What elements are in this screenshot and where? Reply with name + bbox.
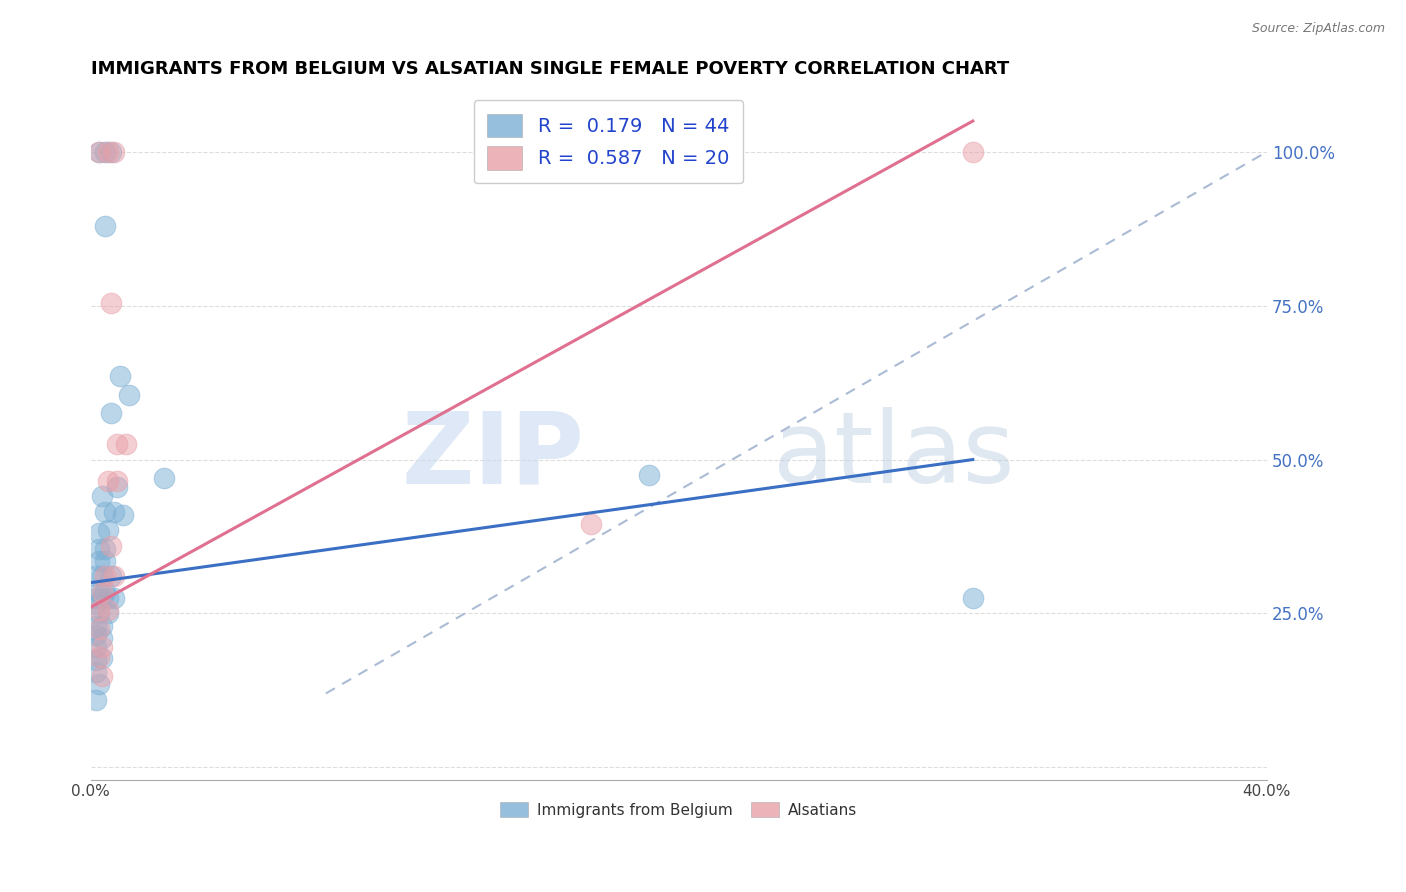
Point [91,618,114,632]
Point [89,607,111,621]
Point [100,539,122,553]
Point [153,471,176,485]
Point [89,145,111,159]
Point [94,569,117,583]
Text: ZIP: ZIP [402,407,585,504]
Point [86,618,108,632]
Point [86,628,108,642]
Point [100,295,122,310]
Point [94,145,117,159]
Point [91,650,114,665]
Point [86,665,108,679]
Point [103,145,125,159]
Point [94,541,117,556]
Point [86,591,108,605]
Point [91,631,114,645]
Point [97,603,120,617]
Point [89,526,111,541]
Point [97,474,120,488]
Point [91,585,114,599]
Point [962,591,984,605]
Point [89,622,111,636]
Point [103,591,125,605]
Text: IMMIGRANTS FROM BELGIUM VS ALSATIAN SINGLE FEMALE POVERTY CORRELATION CHART: IMMIGRANTS FROM BELGIUM VS ALSATIAN SING… [90,60,1010,78]
Point [100,145,122,159]
Point [100,569,122,583]
Text: atlas: atlas [773,407,1015,504]
Point [94,219,117,233]
Point [638,467,661,482]
Point [103,505,125,519]
Point [86,597,108,611]
Point [100,406,122,420]
Point [91,640,114,655]
Point [86,569,108,583]
Point [108,369,131,384]
Point [579,517,602,532]
Point [89,603,111,617]
Point [94,585,117,599]
Text: Source: ZipAtlas.com: Source: ZipAtlas.com [1251,22,1385,36]
Point [91,669,114,683]
Point [91,569,114,583]
Point [89,145,111,159]
Point [115,437,138,451]
Point [105,480,128,494]
Point [97,607,120,621]
Point [89,554,111,568]
Point [103,569,125,583]
Point [89,585,111,599]
Point [118,388,141,402]
Point [91,591,114,605]
Point [962,145,984,159]
Point [86,640,108,655]
Point [105,474,128,488]
Point [105,437,128,451]
Point [97,145,120,159]
Point [86,652,108,666]
Point [97,591,120,605]
Point [91,490,114,504]
Point [86,692,108,706]
Point [89,541,111,556]
Point [89,677,111,691]
Point [97,524,120,538]
Point [89,649,111,664]
Point [94,505,117,519]
Point [94,554,117,568]
Legend: Immigrants from Belgium, Alsatians: Immigrants from Belgium, Alsatians [495,796,863,823]
Point [111,508,134,522]
